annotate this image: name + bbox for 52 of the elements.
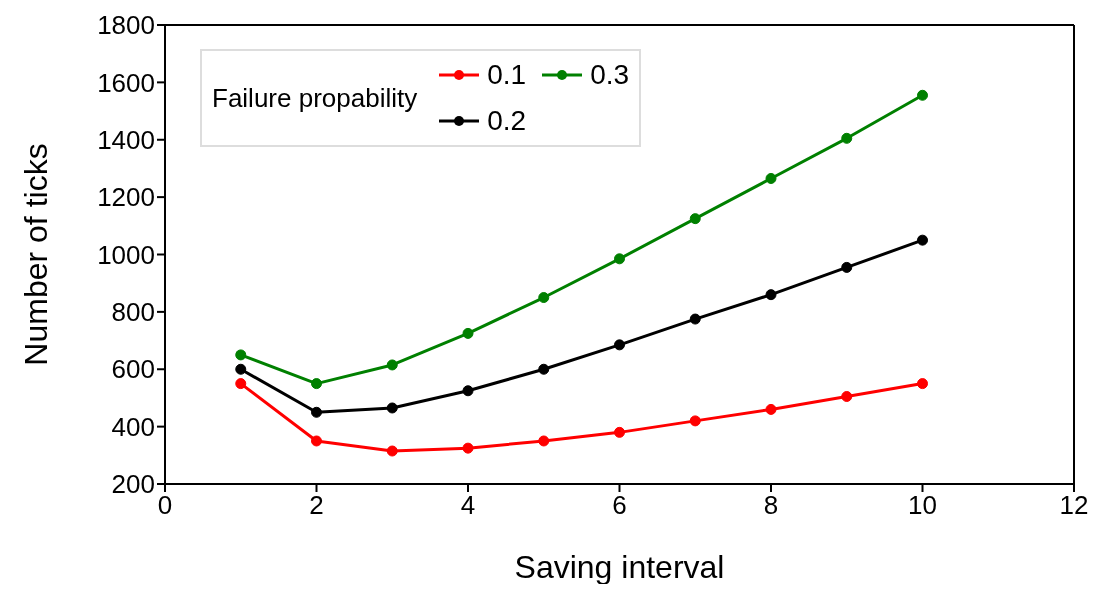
x-axis-title: Saving interval bbox=[514, 549, 725, 585]
point bbox=[689, 313, 701, 325]
y-tick-label: 1800 bbox=[97, 10, 155, 41]
point bbox=[841, 391, 853, 402]
x-tick-label: 2 bbox=[309, 490, 324, 521]
point bbox=[765, 172, 777, 184]
point bbox=[841, 261, 853, 273]
point bbox=[235, 363, 247, 375]
point bbox=[235, 378, 247, 390]
y-tick-label: 1200 bbox=[97, 182, 155, 213]
legend-title: Failure propability bbox=[212, 82, 418, 114]
point bbox=[538, 363, 550, 375]
x-tick-label: 10 bbox=[908, 490, 937, 521]
point bbox=[386, 402, 398, 414]
y-axis-title: Number of ticks bbox=[18, 143, 55, 366]
y-tick-label: 1400 bbox=[97, 124, 155, 155]
point bbox=[462, 385, 474, 397]
point bbox=[614, 339, 625, 351]
point bbox=[614, 426, 625, 438]
point bbox=[614, 253, 625, 265]
legend-label: 0.1 bbox=[487, 59, 527, 91]
x-tick-label: 8 bbox=[763, 490, 779, 521]
point bbox=[538, 435, 550, 447]
point bbox=[917, 234, 928, 246]
point bbox=[386, 445, 398, 457]
point bbox=[841, 132, 853, 144]
point bbox=[689, 213, 701, 225]
x-tick-label: 0 bbox=[157, 490, 173, 521]
point bbox=[235, 349, 247, 361]
point bbox=[311, 378, 322, 390]
y-tick-label: 1000 bbox=[97, 239, 155, 270]
point bbox=[311, 406, 322, 418]
x-tick-label: 4 bbox=[460, 490, 476, 521]
y-tick-label: 600 bbox=[111, 354, 155, 385]
point bbox=[311, 435, 322, 447]
point bbox=[462, 442, 474, 454]
legend-label: 0.2 bbox=[487, 105, 527, 137]
point bbox=[538, 292, 550, 304]
point bbox=[386, 359, 398, 371]
x-tick-label: 6 bbox=[612, 490, 627, 521]
y-tick-label: 800 bbox=[111, 297, 155, 328]
point bbox=[689, 415, 701, 427]
y-tick-label: 1600 bbox=[97, 67, 155, 98]
x-tick-label: 12 bbox=[1059, 490, 1089, 521]
y-tick-label: 200 bbox=[111, 469, 155, 500]
y-tick-label: 400 bbox=[111, 411, 155, 442]
point bbox=[917, 89, 928, 101]
point bbox=[462, 327, 474, 339]
point bbox=[765, 289, 777, 301]
point bbox=[917, 378, 928, 390]
point bbox=[765, 403, 777, 415]
legend-label: 0.3 bbox=[590, 59, 630, 91]
